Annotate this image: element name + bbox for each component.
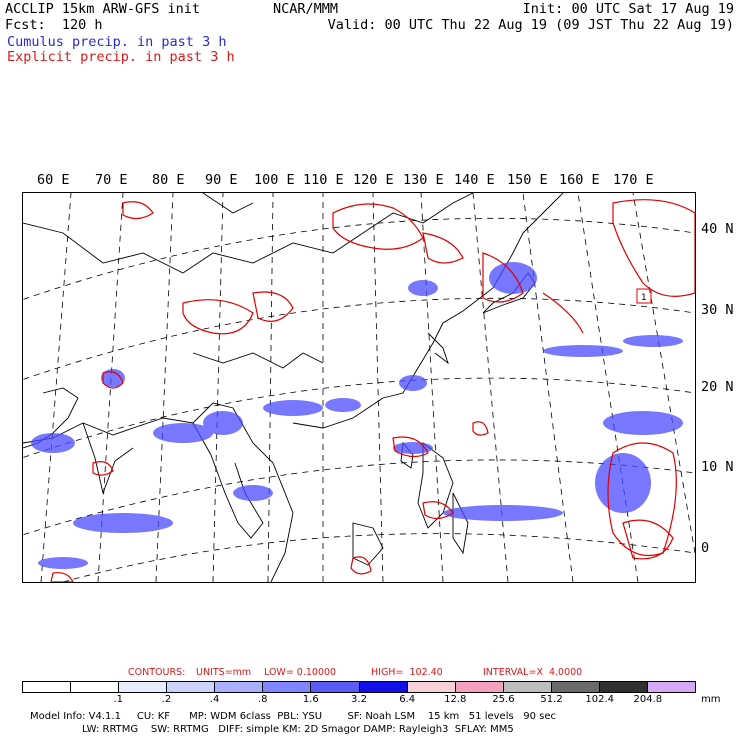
lon-label: 140 E	[454, 172, 495, 188]
contours-high: HIGH= 102.40	[371, 667, 443, 678]
lat-label: 10 N	[701, 459, 734, 475]
lon-label: 80 E	[152, 172, 185, 188]
lat-label: 0	[701, 540, 710, 556]
precip-colorbar	[22, 681, 696, 693]
colorbar-swatch	[311, 682, 360, 692]
lon-label: 60 E	[37, 172, 70, 188]
contours-label: CONTOURS:	[128, 667, 186, 678]
legend-explicit: Explicit precip. in past 3 h	[7, 49, 235, 65]
graticule	[23, 193, 695, 582]
colorbar-tick: 25.6	[492, 694, 515, 705]
lat-label: 20 N	[701, 379, 734, 395]
colorbar-swatch	[359, 682, 408, 692]
contours-interval: INTERVAL=X 4.0000	[483, 667, 583, 678]
station-marker: 1	[641, 293, 647, 303]
header-line1-right: Init: 00 UTC Sat 17 Aug 19	[522, 1, 734, 17]
colorbar-swatch	[23, 682, 72, 692]
explicit-precip	[50, 199, 695, 582]
colorbar-unit: mm	[701, 694, 721, 705]
contours-units: UNITS=mm	[196, 667, 252, 678]
colorbar-swatch	[263, 682, 312, 692]
footer-line2: LW: RRTMG SW: RRTMG DIFF: simple KM: 2D …	[82, 724, 514, 735]
colorbar-swatch	[407, 682, 456, 692]
lat-label: 40 N	[701, 221, 734, 237]
colorbar-swatch	[167, 682, 216, 692]
colorbar-swatch	[71, 682, 120, 692]
colorbar-swatch	[215, 682, 264, 692]
colorbar-swatch	[648, 682, 696, 692]
map-canvas: 1	[23, 193, 695, 582]
colorbar-tick: 1.6	[302, 694, 319, 705]
colorbar-tick: .8	[257, 694, 268, 705]
colorbar-swatch	[599, 682, 649, 692]
lon-label: 100 E	[254, 172, 295, 188]
header-line1-left: ACCLIP 15km ARW-GFS init	[5, 1, 201, 17]
header-line1-mid: NCAR/MMM	[273, 1, 339, 17]
header-line2-right: Valid: 00 UTC Thu 22 Aug 19 (09 JST Thu …	[327, 17, 734, 33]
lon-label: 160 E	[559, 172, 600, 188]
lon-label: 70 E	[95, 172, 128, 188]
colorbar-swatch	[455, 682, 504, 692]
contours-low: LOW= 0.10000	[264, 667, 337, 678]
lon-label: 150 E	[507, 172, 548, 188]
colorbar-tick: .2	[161, 694, 172, 705]
lon-label: 170 E	[613, 172, 654, 188]
colorbar-tick: 204.8	[633, 694, 663, 705]
lon-label: 90 E	[205, 172, 238, 188]
footer-line1: Model Info: V4.1.1 CU: KF MP: WDM 6class…	[30, 711, 556, 722]
colorbar-swatch	[119, 682, 168, 692]
lat-label: 30 N	[701, 302, 734, 318]
lon-label: 120 E	[353, 172, 394, 188]
station-box	[636, 288, 652, 304]
colorbar-tick: 51.2	[540, 694, 563, 705]
colorbar-tick: 102.4	[585, 694, 615, 705]
colorbar-swatch	[503, 682, 552, 692]
colorbar-tick: 12.8	[444, 694, 467, 705]
colorbar-tick: .1	[113, 694, 124, 705]
precip-map: 1	[22, 192, 696, 583]
lon-label: 110 E	[303, 172, 344, 188]
header-line2-left: Fcst: 120 h	[5, 17, 103, 33]
colorbar-swatch	[551, 682, 600, 692]
legend-cumulus: Cumulus precip. in past 3 h	[7, 34, 227, 50]
colorbar-tick: .4	[209, 694, 220, 705]
colorbar-tick: 6.4	[399, 694, 416, 705]
colorbar-tick: 3.2	[351, 694, 367, 705]
lon-label: 130 E	[403, 172, 444, 188]
